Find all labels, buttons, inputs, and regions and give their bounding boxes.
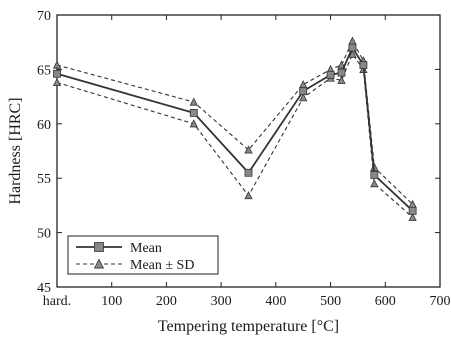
series-mean (53, 43, 417, 215)
legend: Mean Mean ± SD (67, 235, 219, 275)
x-tick-label: 600 (375, 294, 396, 309)
legend-label: Mean ± SD (130, 258, 194, 273)
square-marker (53, 69, 61, 78)
triangle-marker (93, 258, 105, 269)
series-mean-sd (52, 49, 417, 221)
x-axis-title: Tempering temperature [°C] (158, 318, 339, 335)
triangle-marker (348, 36, 357, 45)
triangle-marker (299, 93, 308, 102)
legend-box (67, 235, 219, 275)
x-tick-label: hard. (43, 294, 71, 309)
triangle-marker (189, 97, 198, 106)
legend-label: Mean (130, 241, 162, 256)
square-marker (244, 168, 253, 177)
square-marker (359, 61, 368, 69)
plot-frame (56, 14, 441, 288)
triangle-marker (408, 212, 417, 221)
square-marker (337, 68, 346, 77)
triangle-marker (189, 119, 198, 128)
square-marker (370, 171, 379, 179)
triangle-marker (337, 75, 346, 84)
y-tick-label: 65 (37, 63, 51, 78)
triangle-marker (52, 77, 62, 87)
y-tick-label: 45 (37, 281, 51, 296)
triangle-marker (244, 145, 253, 154)
tick-marks: hard. 100 200 300 400 500 600 700 45 50 55 60 65 70 (37, 9, 451, 309)
x-tick-label: 300 (211, 294, 232, 309)
square-marker (299, 87, 308, 96)
triangle-marker (370, 179, 379, 188)
series-line (56, 45, 414, 212)
square-marker (94, 242, 104, 252)
square-marker (326, 70, 335, 79)
y-tick-label: 55 (37, 172, 51, 187)
triangle-marker (244, 191, 253, 200)
triangle-marker (52, 60, 62, 69)
x-tick-label: 400 (265, 294, 286, 309)
square-marker (408, 206, 417, 215)
axes (56, 14, 441, 288)
x-tick-label: 500 (320, 294, 341, 309)
x-tick-label: 100 (101, 294, 122, 309)
y-tick-label: 70 (37, 9, 51, 24)
y-tick-label: 50 (37, 227, 51, 242)
square-marker (189, 109, 198, 117)
x-tick-label: 200 (156, 294, 177, 309)
data-series (52, 36, 417, 221)
y-tick-label: 60 (37, 118, 51, 133)
triangle-marker (348, 49, 357, 58)
series-line (56, 53, 414, 218)
series-line (56, 39, 414, 205)
square-marker (348, 43, 357, 52)
legend-item-mean: Mean (76, 241, 162, 256)
y-axis-title: Hardness [HRC] (7, 97, 24, 204)
x-tick-label: 700 (430, 294, 451, 309)
triangle-marker (299, 80, 308, 89)
legend-item-mean-sd: Mean ± SD (76, 258, 194, 273)
